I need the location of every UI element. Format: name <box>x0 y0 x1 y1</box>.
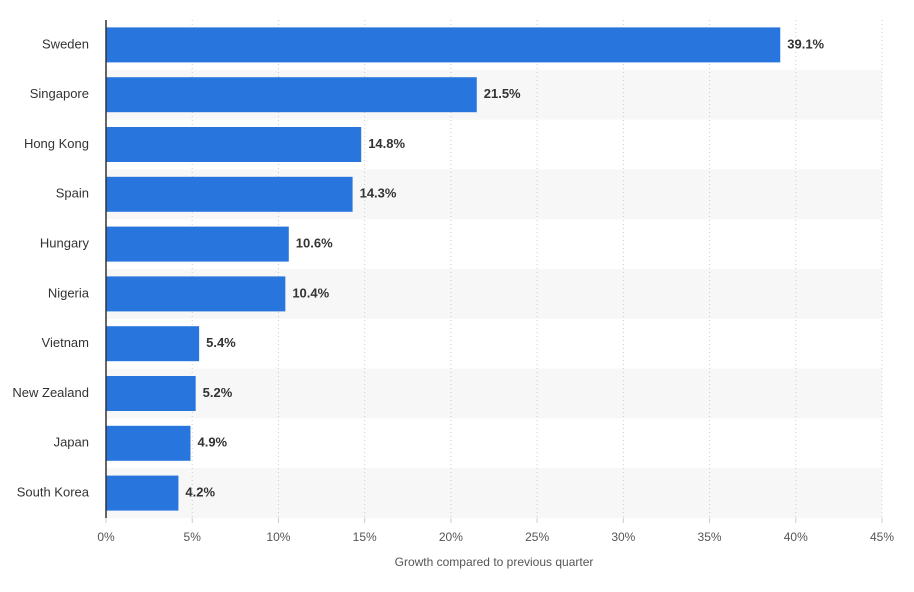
y-tick-label: Japan <box>54 435 89 450</box>
x-tick-label: 15% <box>353 530 377 544</box>
value-label: 21.5% <box>484 86 521 101</box>
value-label: 39.1% <box>787 36 824 51</box>
x-tick-label: 20% <box>439 530 463 544</box>
x-tick-label: 45% <box>870 530 894 544</box>
bar <box>106 127 362 162</box>
value-label: 4.9% <box>197 435 227 450</box>
y-tick-label: Hong Kong <box>24 136 89 151</box>
y-tick-label: South Korea <box>17 485 90 500</box>
y-tick-label: New Zealand <box>12 385 89 400</box>
value-label: 10.4% <box>292 285 329 300</box>
x-tick-label: 0% <box>97 530 115 544</box>
y-tick-label: Nigeria <box>48 285 90 300</box>
bar <box>106 425 191 461</box>
bar <box>106 276 286 312</box>
value-label: 14.3% <box>360 186 397 201</box>
value-label: 5.4% <box>206 335 236 350</box>
x-tick-label: 35% <box>698 530 722 544</box>
row-band <box>106 368 882 419</box>
y-tick-label: Hungary <box>40 236 90 251</box>
x-tick-label: 30% <box>611 530 635 544</box>
y-tick-label: Sweden <box>42 36 89 51</box>
value-label: 5.2% <box>203 385 233 400</box>
x-tick-label: 10% <box>266 530 290 544</box>
value-label: 4.2% <box>185 485 215 500</box>
bar <box>106 226 289 262</box>
row-band <box>106 468 882 518</box>
bar <box>106 77 477 113</box>
x-tick-label: 25% <box>525 530 549 544</box>
y-tick-label: Singapore <box>30 86 89 101</box>
bar <box>106 376 196 411</box>
y-tick-label: Spain <box>56 186 89 201</box>
x-tick-label: 5% <box>184 530 202 544</box>
value-label: 14.8% <box>368 136 405 151</box>
x-tick-label: 40% <box>784 530 808 544</box>
bar <box>106 475 179 511</box>
bar <box>106 326 200 362</box>
x-axis-title: Growth compared to previous quarter <box>395 555 594 569</box>
value-label: 10.6% <box>296 236 333 251</box>
bar <box>106 27 781 63</box>
y-tick-label: Vietnam <box>42 335 89 350</box>
bar <box>106 176 353 212</box>
